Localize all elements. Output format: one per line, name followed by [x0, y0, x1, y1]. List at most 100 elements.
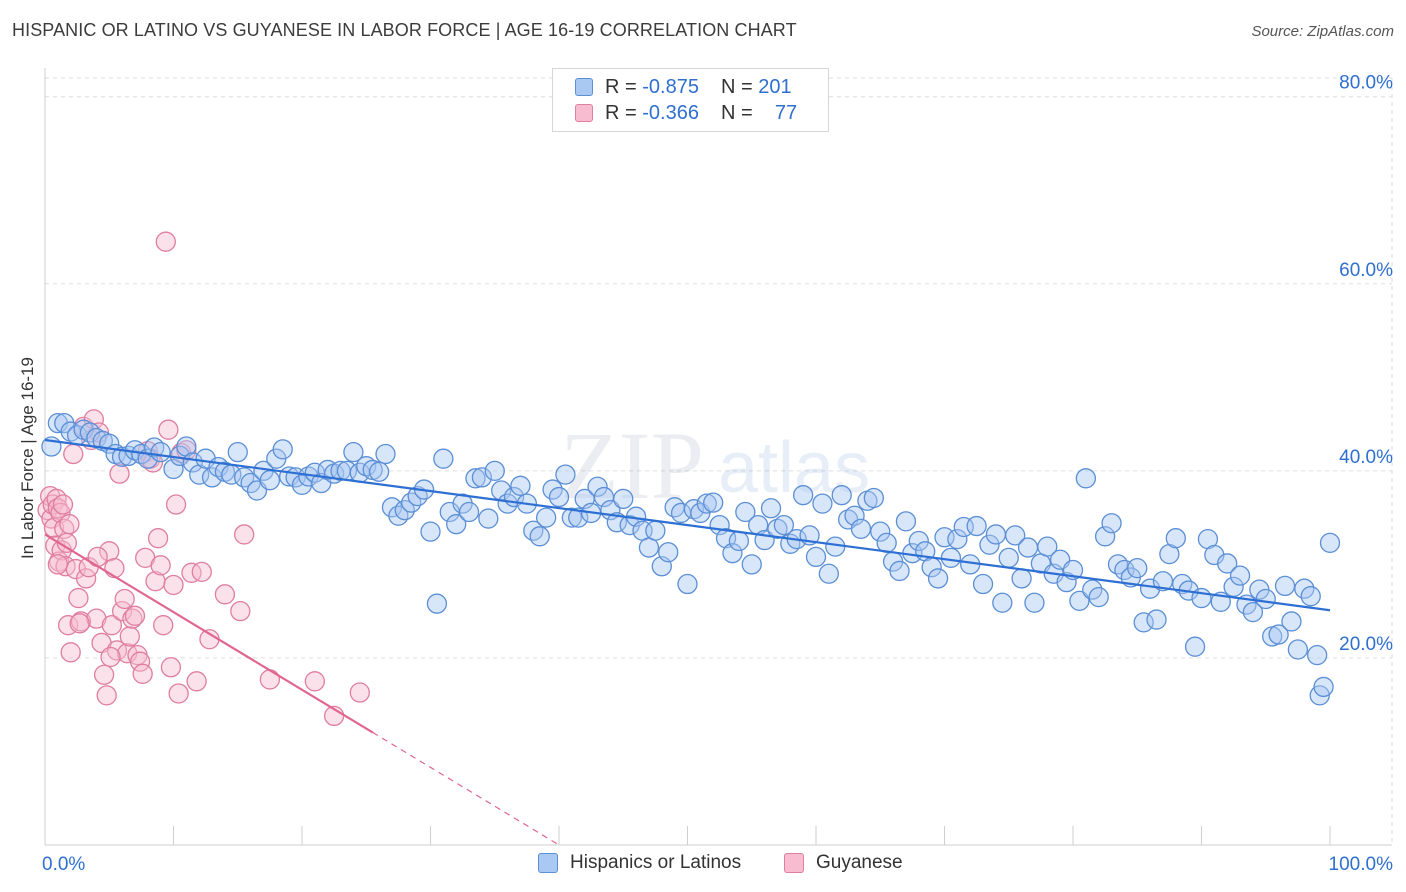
hispanic-point-58 — [420, 521, 441, 542]
x-tick-label-end: 100.0% — [1329, 854, 1394, 875]
hispanic-point-182 — [1217, 553, 1238, 574]
guyanese-point-51 — [147, 528, 169, 549]
legend-swatch-guyanese — [575, 104, 593, 122]
guyanese-point-74 — [87, 546, 108, 568]
hispanic-point-165 — [1107, 554, 1129, 575]
hispanic-point-192 — [1281, 611, 1302, 632]
guyanese-point-4 — [43, 517, 65, 539]
hispanic-point-66 — [471, 467, 493, 488]
guyanese-point-72 — [349, 682, 370, 703]
y-tick-label-3: 80.0% — [1339, 73, 1393, 94]
hispanic-point-127 — [863, 487, 884, 509]
hispanic-point-72 — [510, 475, 531, 496]
hispanic-point-125 — [850, 518, 872, 539]
hispanic-point-29 — [234, 467, 255, 488]
hispanic-point-148 — [998, 547, 1019, 568]
guyanese-point-27 — [86, 608, 107, 629]
guyanese-point-62 — [181, 562, 202, 583]
hispanic-point-105 — [722, 543, 743, 564]
bottom-legend-guyanese: Guyanese — [784, 852, 903, 874]
hispanic-point-188 — [1255, 588, 1276, 610]
hispanic-point-164 — [1101, 513, 1122, 534]
guyanese-point-31 — [96, 685, 117, 706]
bottom-legend-label-guyanese: Guyanese — [816, 852, 903, 873]
legend-row-guyanese: R = -0.366 N = 77 — [575, 100, 797, 126]
hispanic-point-122 — [831, 485, 852, 506]
guyanese-point-17 — [60, 642, 81, 663]
hispanic-point-60 — [433, 448, 454, 469]
guyanese-trend-line — [44, 533, 374, 734]
guyanese-point-41 — [122, 608, 143, 629]
guyanese-point-75 — [69, 613, 90, 634]
hispanic-trend-line — [44, 438, 1331, 612]
guyanese-point-70 — [304, 671, 326, 692]
guyanese-point-18 — [63, 443, 84, 465]
trend-lines — [44, 438, 1331, 846]
legend-r-label: R = — [605, 101, 637, 124]
guyanese-point-11 — [52, 494, 74, 515]
hispanic-point-172 — [1152, 571, 1174, 592]
guyanese-point-56 — [160, 657, 182, 678]
hispanic-point-144 — [972, 573, 994, 595]
hispanic-point-157 — [1056, 572, 1077, 593]
legend-r-label: R = — [605, 75, 637, 98]
hispanic-point-107 — [735, 501, 756, 523]
guyanese-point-58 — [165, 494, 187, 515]
hispanic-point-154 — [1037, 536, 1058, 557]
hispanic-point-184 — [1229, 565, 1251, 586]
hispanic-point-108 — [741, 554, 762, 575]
legend-swatch-hispanic — [575, 78, 593, 96]
guyanese-point-68 — [234, 524, 255, 545]
guyanese-point-69 — [259, 669, 281, 690]
y-tick-label-2: 60.0% — [1339, 260, 1393, 281]
hispanic-point-95 — [658, 542, 679, 563]
legend-n-value-hispanic: 201 — [758, 75, 792, 98]
hispanic-point-196 — [1307, 644, 1328, 666]
hispanic-point-140 — [947, 528, 968, 550]
bottom-swatch-guyanese — [784, 853, 804, 873]
source-label: Source: ZipAtlas.com — [1251, 23, 1394, 40]
hispanic-point-162 — [1088, 586, 1109, 608]
hispanic-point-102 — [703, 492, 724, 513]
y-tick-label-1: 40.0% — [1339, 447, 1393, 468]
hispanic-point-92 — [638, 537, 660, 558]
hispanic-point-17 — [150, 441, 171, 463]
hispanic-point-120 — [818, 563, 839, 584]
legend-n-value-guyanese: 77 — [774, 101, 798, 124]
bottom-swatch-hispanic — [538, 853, 558, 873]
guyanese-point-38 — [114, 588, 135, 610]
hispanic-point-67 — [478, 508, 499, 529]
hispanic-point-149 — [1005, 525, 1026, 546]
hispanic-point-199 — [1319, 532, 1341, 554]
hispanic-point-11 — [111, 446, 133, 467]
hispanic-point-21 — [182, 452, 203, 473]
hispanic-point-24 — [201, 467, 223, 488]
hispanic-point-87 — [606, 512, 627, 533]
hispanic-point-111 — [760, 498, 782, 519]
hispanic-point-51 — [375, 443, 396, 465]
y-axis-label: In Labor Force | Age 16-19 — [18, 357, 37, 559]
hispanic-point-132 — [895, 511, 917, 532]
hispanic-point-106 — [728, 530, 750, 552]
guyanese-point-34 — [104, 557, 125, 579]
hispanic-point-112 — [767, 518, 788, 539]
tick-labels: 20.0% 40.0% 60.0% 80.0% 0.0% 100.0% — [42, 73, 1393, 875]
hispanic-point-137 — [927, 568, 949, 589]
guyanese-point-16 — [59, 514, 80, 535]
guyanese-point-36 — [109, 463, 130, 484]
hispanic-point-190 — [1268, 624, 1289, 645]
hispanic-point-143 — [966, 515, 987, 537]
hispanic-point-146 — [985, 524, 1007, 545]
hispanic-point-75 — [529, 526, 550, 547]
legend-n-label: N = — [720, 101, 753, 124]
hispanic-point-33 — [259, 470, 281, 491]
guyanese-point-66 — [214, 584, 236, 605]
hispanic-point-186 — [1242, 601, 1264, 623]
hispanic-point-99 — [683, 499, 705, 520]
hispanic-point-68 — [484, 460, 505, 482]
y-tick-label-0: 20.0% — [1339, 634, 1393, 655]
hispanic-point-151 — [1017, 537, 1039, 558]
axes — [44, 68, 1392, 846]
hispanic-point-80 — [561, 507, 582, 528]
guyanese-point-45 — [132, 663, 153, 684]
